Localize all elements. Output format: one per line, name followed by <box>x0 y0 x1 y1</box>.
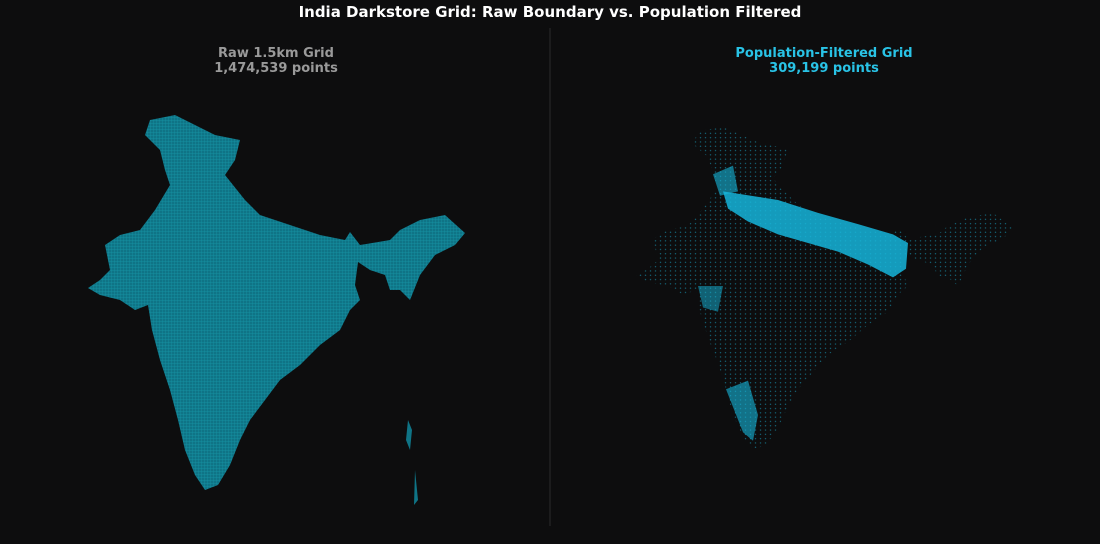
islands <box>406 420 418 505</box>
dense-band <box>723 191 908 278</box>
dense-cluster <box>726 380 758 441</box>
panel-title: Raw 1.5km Grid <box>218 46 334 61</box>
panel-subtitle: 309,199 points <box>769 61 879 76</box>
dense-cluster <box>713 165 738 196</box>
dense-cluster <box>698 286 723 312</box>
figure-title: India Darkstore Grid: Raw Boundary vs. P… <box>299 3 802 21</box>
panel-title: Population-Filtered Grid <box>735 46 912 61</box>
filtered-grid-map <box>636 126 1013 450</box>
panel-subtitle: 1,474,539 points <box>214 61 338 76</box>
